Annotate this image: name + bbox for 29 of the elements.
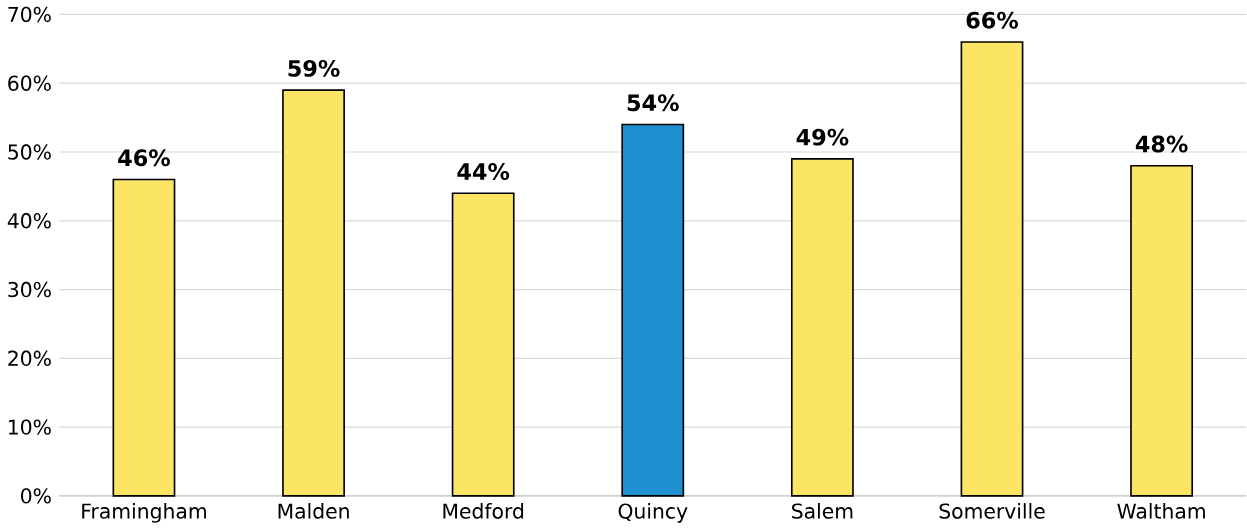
y-tick-label: 50% bbox=[8, 144, 51, 160]
y-tick-label: 10% bbox=[9, 419, 51, 436]
data-label: 59% bbox=[288, 60, 340, 78]
x-tick-label: Salem bbox=[792, 503, 853, 520]
data-label: 48% bbox=[1135, 135, 1188, 153]
x-tick-label: Medford bbox=[443, 503, 524, 520]
bar bbox=[1130, 165, 1194, 497]
bar bbox=[282, 89, 345, 497]
y-tick-label: 40% bbox=[7, 213, 51, 229]
x-tick-label: Somerville bbox=[939, 503, 1045, 520]
bar bbox=[960, 41, 1024, 497]
x-tick-label: Malden bbox=[278, 503, 349, 520]
x-tick-label: Quincy bbox=[618, 503, 688, 523]
data-label: 66% bbox=[966, 12, 1019, 29]
x-tick-label: Waltham bbox=[1117, 503, 1205, 520]
bar bbox=[790, 158, 854, 497]
data-label: 46% bbox=[118, 149, 170, 167]
data-label: 49% bbox=[796, 128, 849, 146]
bar bbox=[112, 178, 176, 497]
y-tick-label: 30% bbox=[8, 282, 51, 298]
y-tick-label: 20% bbox=[8, 350, 51, 367]
y-tick-label: 60% bbox=[8, 75, 51, 92]
y-tick-label: 70% bbox=[8, 6, 51, 23]
bar bbox=[451, 192, 515, 497]
bar bbox=[621, 123, 685, 497]
data-label: 44% bbox=[457, 163, 510, 181]
x-tick-label: Framingham bbox=[82, 503, 206, 523]
y-tick-label: 0% bbox=[21, 488, 51, 504]
data-label: 54% bbox=[627, 94, 679, 112]
